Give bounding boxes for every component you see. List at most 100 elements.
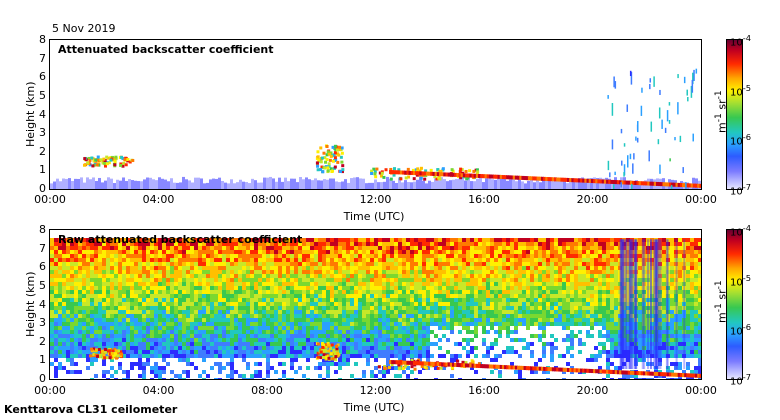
noise-cell xyxy=(314,254,318,258)
noise-cell xyxy=(222,302,226,306)
noise-cell xyxy=(682,254,686,258)
noise-cell xyxy=(426,314,430,318)
noise-cell xyxy=(190,238,194,242)
noise-cell xyxy=(486,302,490,306)
noise-cell xyxy=(602,302,606,306)
noise-cell xyxy=(174,342,178,346)
noise-cell xyxy=(230,306,234,310)
noise-cell xyxy=(90,302,94,306)
noise-cell xyxy=(406,310,410,314)
noise-cell xyxy=(434,342,438,346)
noise-cell xyxy=(274,310,278,314)
noise-cell xyxy=(202,278,206,282)
noise-cell xyxy=(202,322,206,326)
noise-cell xyxy=(78,258,82,262)
noise-cell xyxy=(586,278,590,282)
descending-layer-cell xyxy=(649,181,653,186)
noise-cell xyxy=(550,282,554,286)
noise-cell xyxy=(94,262,98,266)
noise-cell xyxy=(126,330,130,334)
noise-cell xyxy=(226,262,230,266)
noise-cell xyxy=(626,322,630,326)
noise-cell xyxy=(438,298,442,302)
cloud-cell xyxy=(320,165,324,169)
noise-cell xyxy=(686,266,690,270)
noise-cell xyxy=(378,334,382,338)
cloud-cell xyxy=(372,167,376,171)
noise-cell xyxy=(50,314,54,318)
noise-cell xyxy=(354,246,358,250)
noise-cell xyxy=(78,246,82,250)
noise-cell xyxy=(558,306,562,310)
noise-cell xyxy=(598,286,602,290)
noise-cell xyxy=(690,330,694,334)
descending-layer-cell xyxy=(536,176,540,181)
noise-cell xyxy=(374,254,378,258)
noise-cell xyxy=(582,266,586,270)
noise-cell xyxy=(502,270,506,274)
cloud-cell xyxy=(315,156,319,160)
noise-cell xyxy=(138,322,142,326)
noise-cell xyxy=(54,274,58,278)
noise-cell xyxy=(634,330,638,334)
noise-cell xyxy=(698,330,701,334)
noise-cell xyxy=(134,290,138,294)
noise-cell xyxy=(246,298,250,302)
noise-cell xyxy=(566,250,570,254)
noise-cell xyxy=(126,238,130,242)
descending-layer-cell xyxy=(530,176,534,181)
noise-cell xyxy=(690,314,694,318)
noise-cell xyxy=(682,298,686,302)
noise-cell xyxy=(626,342,630,346)
noise-cell xyxy=(518,338,522,342)
noise-cell xyxy=(674,274,678,278)
noise-cell xyxy=(66,318,70,322)
noise-cell xyxy=(138,326,142,330)
noise-cell xyxy=(62,306,66,310)
cloud-cell xyxy=(438,177,442,181)
noise-cell xyxy=(526,314,530,318)
noise-cell xyxy=(598,294,602,298)
noise-cell xyxy=(614,274,618,278)
noise-cell xyxy=(426,286,430,290)
noise-cell xyxy=(362,334,366,338)
noise-cell xyxy=(430,258,434,262)
noise-cell xyxy=(182,286,186,290)
descending-layer-cell xyxy=(640,181,644,186)
noise-cell xyxy=(270,338,274,342)
noise-cell xyxy=(590,266,594,270)
noise-cell xyxy=(646,238,650,242)
noise-cell xyxy=(618,270,622,274)
noise-cell xyxy=(226,306,230,310)
noise-cell xyxy=(366,278,370,282)
noise-cell xyxy=(562,286,566,290)
noise-cell xyxy=(390,330,394,334)
noise-cell xyxy=(678,282,682,286)
noise-cell xyxy=(182,238,186,242)
noise-cell xyxy=(106,310,110,314)
noise-cell xyxy=(490,274,494,278)
noise-cell xyxy=(162,338,166,342)
noise-cell xyxy=(406,306,410,310)
noise-cell xyxy=(162,346,166,350)
noise-cell xyxy=(518,294,522,298)
noise-cell xyxy=(642,330,646,334)
noise-cell xyxy=(634,334,638,338)
precip-streak xyxy=(692,72,694,85)
noise-cell xyxy=(198,326,202,330)
noise-cell xyxy=(294,262,298,266)
noise-cell xyxy=(126,334,130,338)
noise-cell xyxy=(58,338,62,342)
noise-cell xyxy=(454,298,458,302)
noise-cell xyxy=(258,262,262,266)
noise-cell xyxy=(378,330,382,334)
noise-cell xyxy=(678,338,682,342)
noise-cell xyxy=(502,262,506,266)
precip-streak xyxy=(611,103,614,116)
noise-cell xyxy=(158,286,162,290)
noise-cell xyxy=(130,338,134,342)
noise-cell xyxy=(326,314,330,318)
noise-cell xyxy=(50,270,54,274)
noise-cell xyxy=(646,310,650,314)
noise-cell xyxy=(322,238,326,242)
